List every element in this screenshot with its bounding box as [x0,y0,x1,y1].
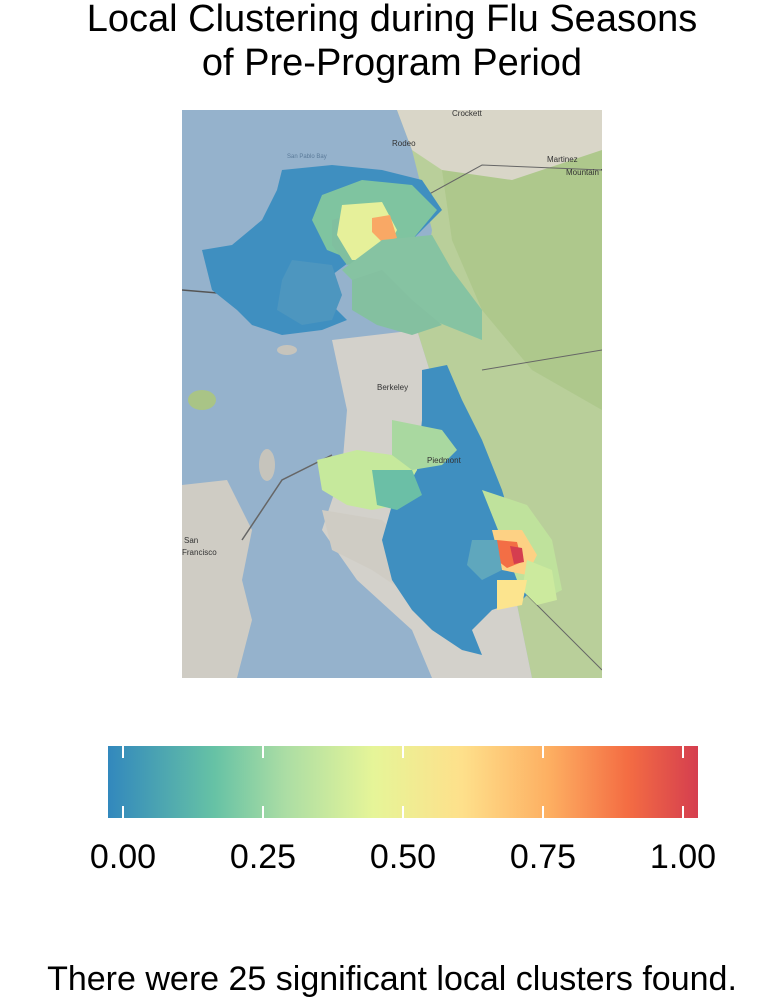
colorbar-label-1: 1.00 [649,838,717,876]
place-label-martinez: Martinez [547,155,578,164]
sf-peninsula [182,480,252,678]
map-title-line-1: Local Clustering during Flu Seasons [86,0,698,40]
place-label-san: San [184,536,198,545]
place-label-san-pablo-bay: San Pablo Bay [287,154,327,160]
color-scale-bar [108,746,698,818]
colorbar-tick [682,806,684,818]
colorbar-label-0: 0.00 [89,838,157,876]
basemap[interactable]: Crockett Rodeo Martinez Mountain View Be… [182,110,602,678]
place-label-piedmont: Piedmont [427,456,462,465]
colorbar-tick [682,746,684,758]
colorbar-tick [542,806,544,818]
colorbar-tick [262,806,264,818]
colorbar-label-025: 0.25 [229,838,297,876]
colorbar-tick [402,746,404,758]
colorbar-tick [122,746,124,758]
colorbar-tick [122,806,124,818]
place-label-mountain-view: Mountain View [566,168,602,177]
map-title-line-2: of Pre-Program Period [201,42,583,84]
place-label-rodeo: Rodeo [392,139,416,148]
colorbar-tick [402,806,404,818]
place-label-berkeley: Berkeley [377,383,408,392]
colorbar-label-075: 0.75 [509,838,577,876]
colorbar-tick [262,746,264,758]
colorbar-label-050: 0.50 [369,838,437,876]
place-label-francisco: Francisco [182,548,217,557]
cluster-count-caption: There were 25 significant local clusters… [47,960,737,998]
place-label-crockett: Crockett [452,110,483,118]
colorbar-tick [542,746,544,758]
